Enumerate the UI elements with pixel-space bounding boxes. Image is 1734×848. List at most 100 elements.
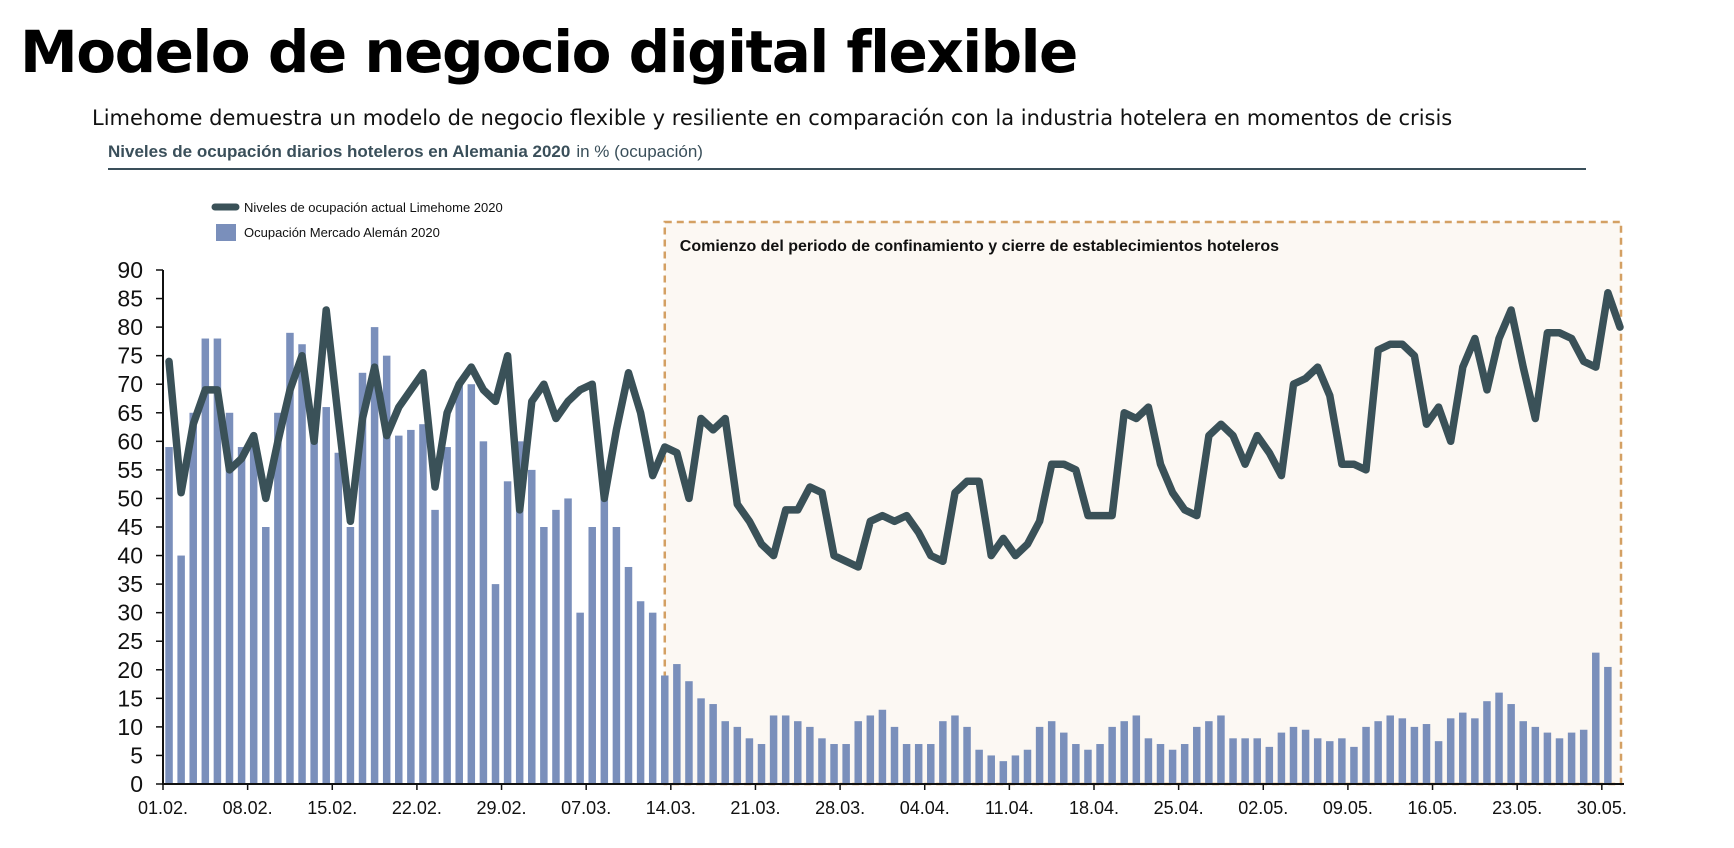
- y-tick-label: 50: [117, 485, 143, 511]
- heading-rule: [108, 168, 1586, 170]
- market-bar: [528, 469, 536, 784]
- market-bar: [564, 498, 572, 784]
- bars-layer: [165, 327, 1612, 784]
- y-tick-label: 0: [130, 771, 143, 797]
- market-bar: [322, 407, 330, 784]
- market-bar: [624, 566, 633, 784]
- market-bar: [298, 344, 306, 784]
- market-bar: [1277, 732, 1286, 784]
- market-bar: [1072, 744, 1080, 784]
- market-bar: [1289, 726, 1298, 784]
- market-bar: [963, 726, 971, 784]
- market-bar: [1301, 729, 1310, 784]
- market-bar: [1326, 741, 1334, 784]
- market-bar: [431, 509, 439, 784]
- x-tick-label: 01.02.: [138, 798, 188, 818]
- market-bar: [479, 441, 488, 784]
- market-bar: [1096, 744, 1104, 784]
- y-tick-label: 70: [117, 371, 143, 397]
- market-bar: [794, 721, 802, 784]
- market-bar: [757, 744, 766, 784]
- y-tick-label: 40: [117, 543, 143, 569]
- y-tick-label: 30: [117, 600, 143, 626]
- market-bar: [1374, 721, 1382, 784]
- x-tick-label: 16.05.: [1408, 798, 1458, 818]
- market-bar: [588, 527, 596, 784]
- market-bar: [1604, 666, 1612, 784]
- y-tick-label: 75: [117, 343, 143, 369]
- legend-bar-label: Ocupación Mercado Alemán 2020: [244, 225, 440, 240]
- chart-heading-unit: in % (ocupación): [576, 142, 703, 161]
- x-tick-label: 07.03.: [561, 798, 611, 818]
- market-bar: [407, 429, 415, 784]
- market-bar: [1156, 744, 1165, 784]
- market-bar: [1035, 726, 1044, 784]
- market-bar: [999, 761, 1008, 784]
- market-bar: [1410, 726, 1419, 784]
- market-bar: [709, 704, 717, 784]
- market-bar: [503, 481, 512, 784]
- market-bar: [951, 715, 959, 784]
- x-tick-label: 28.03.: [815, 798, 865, 818]
- market-bar: [262, 527, 270, 784]
- market-bar: [745, 738, 754, 784]
- market-bar: [685, 681, 693, 784]
- market-bar: [1446, 718, 1455, 784]
- market-bar: [1047, 721, 1056, 784]
- market-bar: [491, 584, 500, 784]
- page-title: Modelo de negocio digital flexible: [20, 18, 1078, 86]
- market-bar: [370, 327, 379, 784]
- market-bar: [382, 355, 391, 784]
- market-bar: [201, 338, 210, 784]
- market-bar: [455, 384, 463, 784]
- market-bar: [1362, 726, 1370, 784]
- market-bar: [612, 527, 621, 784]
- x-tick-label: 30.05.: [1577, 798, 1627, 818]
- market-bar: [1023, 749, 1032, 784]
- market-bar: [661, 675, 669, 784]
- market-bar: [1132, 715, 1141, 784]
- market-bar: [1471, 718, 1479, 784]
- market-bar: [1217, 715, 1225, 784]
- market-bar: [1434, 741, 1443, 784]
- y-tick-label: 25: [117, 628, 143, 654]
- market-bar: [237, 447, 246, 784]
- market-bar: [1579, 729, 1588, 784]
- market-bar: [1144, 738, 1153, 784]
- limehome-occupancy-line: [165, 289, 1624, 571]
- line-layer: [165, 289, 1624, 571]
- market-bar: [673, 664, 681, 784]
- y-tick-label: 45: [117, 514, 143, 540]
- market-bar: [1241, 738, 1249, 784]
- chart-heading: Niveles de ocupación diarios hoteleros e…: [108, 142, 703, 162]
- market-bar: [854, 721, 862, 784]
- market-bar: [334, 452, 343, 784]
- x-tick-label: 25.04.: [1154, 798, 1204, 818]
- page-subtitle: Limehome demuestra un modelo de negocio …: [92, 106, 1453, 130]
- market-bar: [286, 332, 294, 784]
- legend: Niveles de ocupación actual Limehome 202…: [211, 200, 503, 241]
- market-bar: [648, 612, 657, 784]
- x-tick-label: 14.03.: [646, 798, 696, 818]
- market-bar: [781, 715, 790, 784]
- x-tick-label: 18.04.: [1069, 798, 1119, 818]
- market-bar: [1168, 749, 1177, 784]
- market-bar: [177, 555, 185, 784]
- market-bar: [1011, 755, 1020, 784]
- y-tick-label: 90: [117, 257, 143, 283]
- market-bar: [1205, 721, 1213, 784]
- market-bar: [419, 424, 427, 784]
- market-bar: [769, 715, 778, 784]
- market-bar: [576, 612, 584, 784]
- legend-line-label: Niveles de ocupación actual Limehome 202…: [244, 200, 503, 215]
- market-bar: [1592, 652, 1600, 784]
- y-tick-label: 15: [117, 685, 143, 711]
- market-bar: [914, 744, 923, 784]
- market-bar: [842, 744, 850, 784]
- chart-heading-title: Niveles de ocupación diarios hoteleros e…: [108, 142, 571, 161]
- market-bar: [1483, 701, 1491, 784]
- market-bar: [1193, 726, 1201, 784]
- market-bar: [1543, 732, 1552, 784]
